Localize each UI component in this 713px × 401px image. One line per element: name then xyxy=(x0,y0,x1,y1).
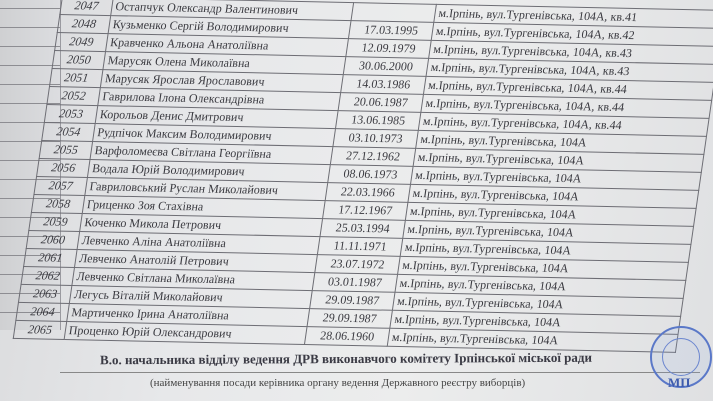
row-number: 2065 xyxy=(13,320,67,340)
underlying-sheet-line xyxy=(0,312,60,313)
underlying-sheet-line xyxy=(0,8,60,9)
birth-date: 28.06.1960 xyxy=(304,326,390,347)
underlying-sheet-line xyxy=(0,46,60,47)
birth-date: 27.12.1962 xyxy=(330,146,416,167)
stamp-inner-ring-icon xyxy=(662,338,700,376)
row-number: 2050 xyxy=(52,50,106,70)
row-number: 2057 xyxy=(33,176,88,196)
underlying-sheet xyxy=(0,0,61,330)
row-number: 2055 xyxy=(39,140,93,160)
voter-table: 2047 Остапчук Олександр Валентинович м.Ірп… xyxy=(13,0,713,353)
signature-line xyxy=(60,372,700,373)
underlying-sheet-line xyxy=(0,84,60,85)
row-number: 2052 xyxy=(46,86,101,106)
voter-table-wrap: 2047 Остапчук Олександр Валентинович м.Ірп… xyxy=(13,0,713,353)
underlying-sheet-line xyxy=(0,122,60,123)
voter-name: Проценко Юрій Олександрович xyxy=(64,321,308,345)
birth-date: 13.06.1985 xyxy=(335,110,421,131)
underlying-sheet-line xyxy=(0,293,60,294)
row-number: 2054 xyxy=(41,122,96,142)
birth-date: 22.03.1966 xyxy=(325,182,411,203)
birth-date: 03.01.1987 xyxy=(312,272,398,293)
underlying-sheet-line xyxy=(0,103,60,104)
official-stamp-icon xyxy=(650,326,712,388)
underlying-sheet-line xyxy=(0,274,60,275)
birth-date: 29.09.1987 xyxy=(307,308,393,329)
row-number: 2048 xyxy=(57,14,111,34)
birth-date: 20.06.1987 xyxy=(338,92,424,113)
underlying-sheet-line xyxy=(0,160,60,161)
row-number: 2060 xyxy=(26,230,80,250)
row-number: 2053 xyxy=(44,104,98,124)
signatory-title: В.о. начальника відділу ведення ДРВ вико… xyxy=(99,349,593,368)
row-number: 2061 xyxy=(23,248,78,268)
row-number: 2051 xyxy=(49,68,103,88)
underlying-sheet-line xyxy=(0,27,60,28)
birth-date: 17.12.1967 xyxy=(322,200,408,221)
birth-date xyxy=(351,2,437,23)
birth-date: 30.06.2000 xyxy=(343,56,429,77)
row-number: 2047 xyxy=(59,0,114,16)
underlying-sheet-line xyxy=(0,255,60,256)
row-number: 2059 xyxy=(28,212,83,232)
underlying-sheet-line xyxy=(0,236,60,237)
birth-date: 25.03.1994 xyxy=(319,218,406,239)
birth-date: 03.10.1973 xyxy=(332,128,419,149)
birth-date: 23.07.1972 xyxy=(314,254,401,275)
birth-date: 14.03.1986 xyxy=(340,74,427,95)
birth-date: 29.09.1987 xyxy=(309,290,395,311)
birth-date: 11.11.1971 xyxy=(317,236,403,257)
birth-date: 12.09.1979 xyxy=(345,38,432,59)
row-number: 2056 xyxy=(36,158,91,178)
row-number: 2062 xyxy=(21,266,75,286)
row-number: 2058 xyxy=(31,194,85,214)
row-number: 2049 xyxy=(54,32,109,52)
row-number: 2064 xyxy=(15,302,70,322)
underlying-sheet-line xyxy=(0,179,60,180)
birth-date: 17.03.1995 xyxy=(348,20,434,41)
signatory-caption: (найменування посади керівника органу ве… xyxy=(150,377,526,389)
underlying-sheet-line xyxy=(0,217,60,218)
underlying-sheet-line xyxy=(0,141,60,142)
birth-date: 08.06.1973 xyxy=(327,164,414,185)
underlying-sheet-line xyxy=(0,198,60,199)
stamp-mark: МП xyxy=(668,375,691,390)
underlying-sheet-line xyxy=(0,65,60,66)
row-number: 2063 xyxy=(18,284,72,304)
